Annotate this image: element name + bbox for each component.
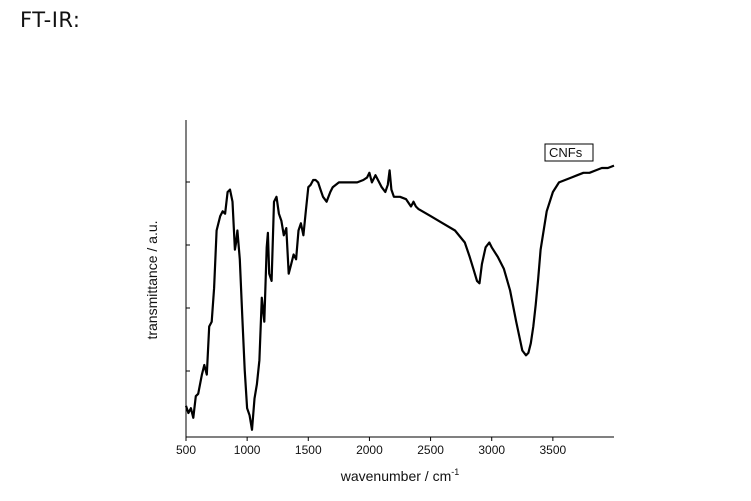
x-tick-label: 1000 xyxy=(234,443,261,457)
x-tick-label: 2000 xyxy=(356,443,383,457)
y-axis-ticks xyxy=(186,181,190,372)
legend: CNFs xyxy=(544,143,594,162)
x-tick-label: 2500 xyxy=(417,443,444,457)
y-axis-label: transmittance / a.u. xyxy=(144,220,160,339)
series-line xyxy=(184,164,615,431)
axes xyxy=(185,120,614,438)
legend-box xyxy=(544,143,594,162)
x-tick-label: 500 xyxy=(176,443,196,457)
x-axis-ticks: 500 1000 1500 2000 2500 3000 3500 xyxy=(176,437,567,457)
x-axis-label: wavenumber / cm-1 xyxy=(340,467,460,484)
x-tick-label: 1500 xyxy=(295,443,322,457)
page-heading: FT-IR: xyxy=(20,8,81,32)
x-tick-label: 3000 xyxy=(478,443,505,457)
x-tick-label: 3500 xyxy=(540,443,567,457)
x-axis-label-superscript: -1 xyxy=(451,467,459,477)
legend-label: CNFs xyxy=(549,145,583,160)
x-axis-label-text: wavenumber / cm xyxy=(340,468,451,484)
